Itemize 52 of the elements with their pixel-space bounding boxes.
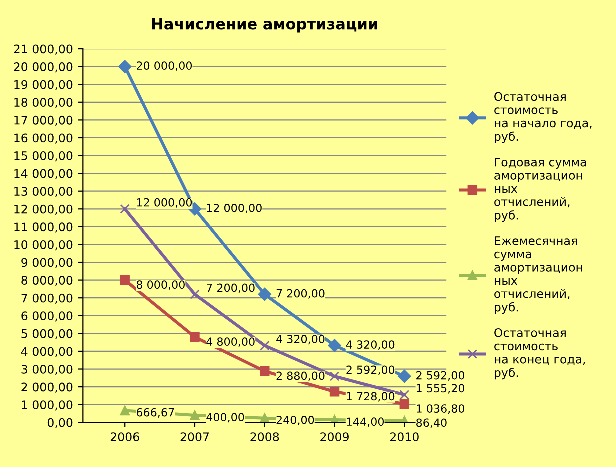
data-label: 20 000,00	[137, 62, 192, 72]
data-label: 8 000,00	[136, 280, 185, 290]
y-tick-label: 14 000,00	[14, 169, 73, 180]
chart-title: Начисление амортизации	[152, 18, 378, 33]
y-tick-label: 10 000,00	[14, 240, 73, 251]
data-label: 7 200,00	[207, 284, 255, 294]
data-label: 1 728,00	[347, 392, 395, 402]
y-tick-label: 7 000,00	[22, 294, 73, 304]
legend-label: Остаточная стоимость на конец года, руб.	[494, 328, 586, 380]
data-label: 4 800,00	[206, 338, 255, 348]
data-label: 7 200,00	[276, 289, 325, 299]
data-label: 12 000,00	[137, 198, 192, 208]
data-label: 400,00	[206, 413, 244, 423]
data-label: 240,00	[276, 416, 314, 426]
x-tick-label: 2008	[250, 432, 280, 442]
data-label: 2 592,00	[346, 366, 395, 376]
y-tick-label: 15 000,00	[14, 152, 73, 162]
y-tick-label: 11 000,00	[14, 222, 73, 233]
legend-label: Остаточная стоимость на начало года, руб.	[494, 92, 592, 144]
data-label: 86,40	[416, 418, 447, 428]
y-tick-label: 1 000,00	[22, 400, 73, 411]
data-label: 2 592,00	[416, 371, 465, 381]
y-tick-label: 5 000,00	[22, 329, 73, 340]
data-label: 12 000,00	[207, 204, 262, 214]
y-tick-label: 8 000,00	[22, 276, 73, 286]
y-tick-label: 16 000,00	[14, 134, 73, 144]
y-tick-label: 0,00	[48, 418, 73, 428]
y-tick-label: 18 000,00	[14, 98, 73, 108]
legend-label: Ежемесячная сумма амортизацион ных отчислений, руб.	[494, 236, 582, 314]
data-label: 144,00	[347, 418, 384, 428]
x-tick-label: 2009	[320, 432, 349, 442]
data-label: 4 320,00	[276, 335, 325, 345]
y-tick-label: 13 000,00	[14, 187, 73, 198]
y-tick-label: 9 000,00	[22, 258, 73, 268]
y-tick-label: 19 000,00	[14, 80, 73, 90]
y-tick-label: 17 000,00	[14, 116, 73, 126]
x-tick-label: 2007	[180, 432, 209, 442]
data-label: 2 880,00	[276, 372, 325, 382]
data-label: 1 036,80	[416, 404, 465, 414]
x-tick-label: 2010	[390, 432, 419, 442]
y-tick-label: 12 000,00	[14, 204, 73, 216]
data-label: 1 555,20	[416, 384, 465, 394]
data-label: 4 320,00	[346, 340, 395, 350]
data-label: 666,67	[136, 408, 174, 418]
y-tick-label: 20 000,00	[14, 62, 73, 73]
y-tick-label: 6 000,00	[22, 312, 73, 322]
x-tick-label: 2006	[110, 432, 140, 442]
y-tick-label: 3 000,00	[22, 364, 73, 376]
y-tick-label: 4 000,00	[21, 347, 73, 358]
legend-label: Годовая сумма амортизацион ных отчислений, руб.	[494, 158, 586, 222]
y-tick-label: 21 000,00	[14, 44, 73, 55]
y-tick-label: 2 000,00	[22, 382, 73, 393]
